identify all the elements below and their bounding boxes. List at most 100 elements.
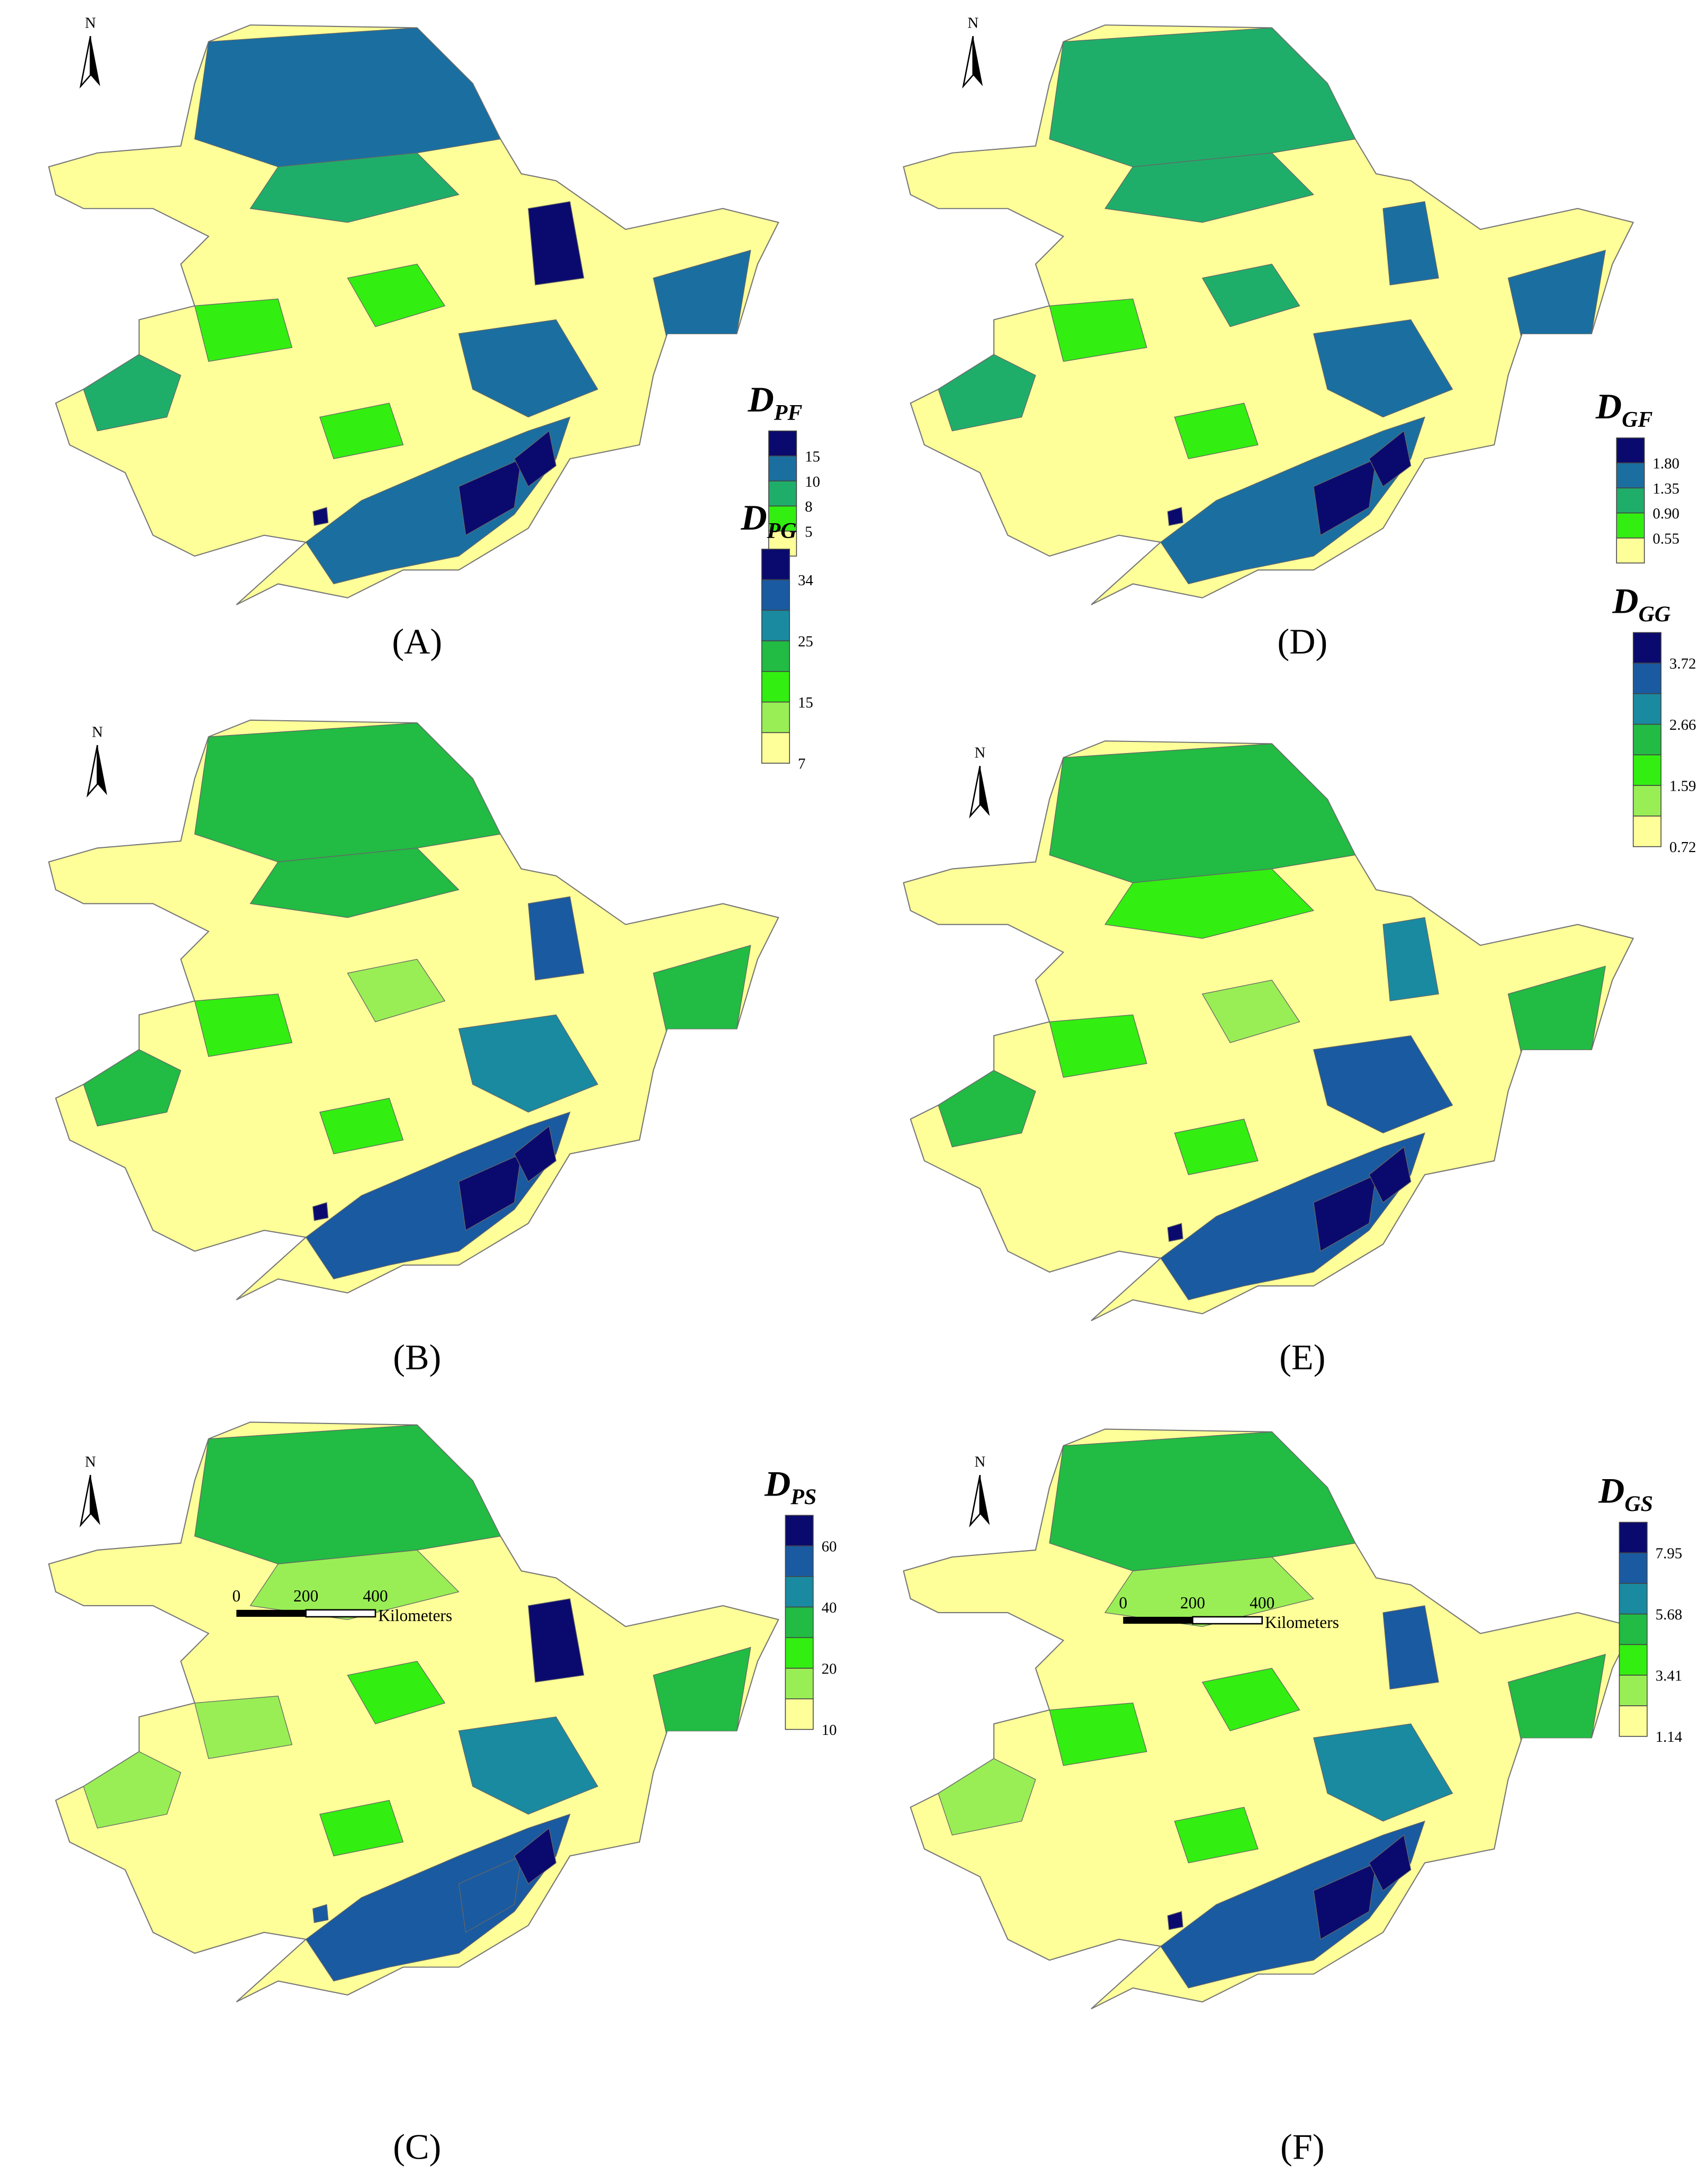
region: [458, 1153, 522, 1231]
panel-label: (A): [392, 621, 442, 661]
region: [1049, 1431, 1356, 1572]
legend-title-sub: GS: [1624, 1492, 1653, 1516]
region: [1382, 1605, 1439, 1690]
north-arrow: [90, 36, 101, 86]
scale-bar-tick: 0: [1119, 1594, 1127, 1612]
regions: [83, 722, 751, 1279]
region: [1049, 1014, 1147, 1078]
region: [938, 1070, 1036, 1148]
region: [1313, 319, 1453, 418]
region: [1313, 1723, 1453, 1822]
region: [1369, 1834, 1412, 1892]
legend-swatch: [1632, 663, 1661, 694]
legend-label: 15: [805, 449, 820, 466]
north-arrow: [79, 1474, 92, 1528]
regions: [938, 1431, 1606, 1989]
region: [1507, 1653, 1606, 1746]
legend-title: DGF: [1595, 386, 1653, 432]
legend-swatch: [1632, 723, 1661, 756]
region: [1507, 249, 1606, 341]
map-panel: [903, 740, 1634, 1321]
region: [249, 847, 460, 918]
region: [1174, 1806, 1259, 1864]
region: [1160, 1132, 1425, 1301]
legend-swatch: [785, 1668, 814, 1699]
legend-label: 5: [805, 523, 812, 540]
legend-title-main: D: [747, 379, 774, 419]
scale-bar-tick: 200: [293, 1587, 318, 1605]
panel-label: (F): [1280, 2127, 1324, 2167]
region: [653, 249, 751, 341]
legend-swatch: [761, 579, 790, 611]
legend-swatch: [1632, 754, 1661, 786]
region: [1313, 1174, 1377, 1252]
legend-label: 3.41: [1656, 1668, 1683, 1685]
legend-label: 7: [798, 756, 805, 773]
regions: [83, 27, 751, 585]
legend-title-main: D: [740, 497, 767, 538]
region: [249, 153, 460, 223]
legend-label: 10: [805, 473, 820, 490]
north-arrow: [969, 1474, 981, 1528]
region: [458, 1014, 598, 1113]
region: [528, 896, 585, 981]
region: [83, 1049, 182, 1127]
map-panel: [48, 24, 779, 605]
legend-swatch: [1616, 512, 1645, 539]
region: [1049, 298, 1147, 362]
north-label: N: [967, 15, 978, 32]
region: [1313, 458, 1377, 536]
regions: [938, 743, 1606, 1301]
legend-label: 1.80: [1652, 455, 1679, 472]
north-label: N: [85, 1453, 96, 1470]
legend-swatch: [785, 1637, 814, 1669]
region: [1160, 416, 1425, 585]
north-arrow: [90, 1475, 101, 1525]
scale-bar-tick: 400: [363, 1587, 388, 1605]
region: [1104, 1556, 1315, 1627]
region: [194, 722, 501, 863]
region: [458, 319, 598, 418]
legend-swatch: [768, 480, 797, 507]
legend-swatch: [761, 549, 790, 580]
legend-title-main: D: [1598, 1471, 1624, 1511]
north-arrow: [79, 36, 92, 89]
region: [347, 1661, 446, 1724]
scale-bar-white: [1192, 1616, 1263, 1625]
region: [1167, 507, 1183, 526]
scale-bar-unit: Kilometers: [1265, 1613, 1339, 1632]
north-label: N: [974, 1453, 985, 1470]
region: [458, 1855, 522, 1933]
region: [194, 1695, 293, 1759]
panel-label: (C): [393, 2127, 441, 2167]
region: [514, 1827, 556, 1884]
legend-swatch: [1619, 1521, 1648, 1554]
region: [1313, 1035, 1453, 1134]
legend-swatch: [785, 1606, 814, 1639]
legend-swatch: [768, 430, 797, 457]
scale-bar-unit: Kilometers: [378, 1606, 452, 1625]
legend-label: 8: [805, 498, 812, 515]
legend-label: 0.72: [1669, 839, 1696, 856]
north-label: N: [85, 15, 96, 32]
legend-swatch: [785, 1545, 814, 1577]
legend-title-sub: GG: [1639, 602, 1671, 626]
region: [1507, 965, 1606, 1057]
legend-title-main: D: [764, 1464, 790, 1504]
legend-swatch: [785, 1576, 814, 1608]
legend-swatch: [768, 455, 797, 482]
region: [194, 1425, 501, 1564]
legend-swatch: [761, 610, 790, 641]
legend-title-sub: PS: [790, 1485, 816, 1509]
legend-swatch: [761, 640, 790, 672]
region: [1160, 1820, 1425, 1989]
region: [514, 1125, 556, 1183]
legend-swatch: [1619, 1552, 1648, 1584]
region: [305, 416, 571, 585]
north-arrow: [980, 1475, 990, 1525]
region: [1201, 1668, 1300, 1732]
scale-bar-white: [305, 1609, 376, 1618]
region: [938, 1758, 1036, 1836]
region: [347, 959, 446, 1023]
